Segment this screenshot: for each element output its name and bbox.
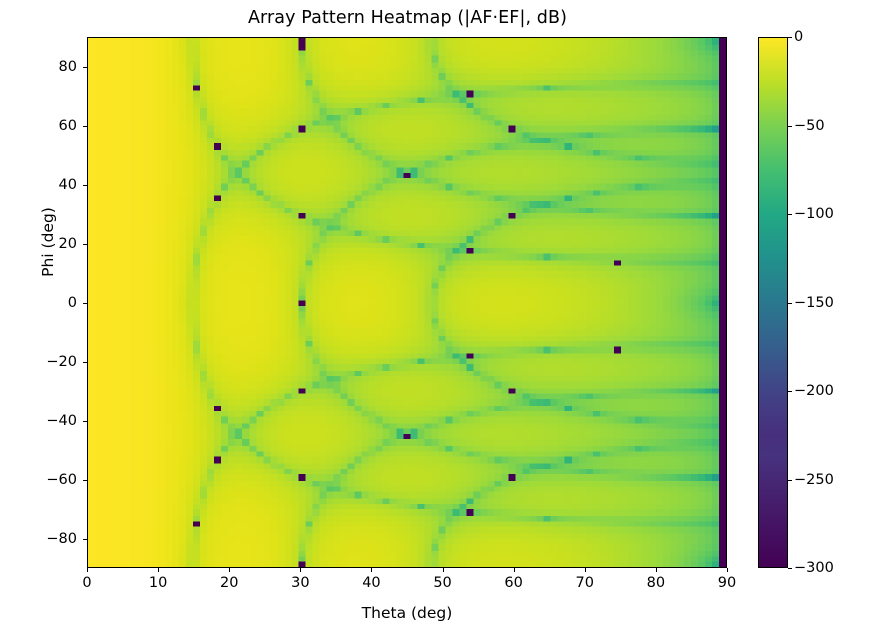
- y-tick-label: 60: [58, 117, 77, 134]
- y-tick-label: −20: [46, 353, 77, 370]
- x-tick-mark: [584, 568, 586, 572]
- y-tick-mark: [83, 125, 87, 127]
- x-tick-label: 60: [504, 575, 523, 591]
- colorbar-tick-label: −200: [794, 383, 834, 399]
- x-tick-mark: [655, 568, 657, 572]
- colorbar-tick-label: −250: [794, 471, 834, 488]
- x-tick-mark: [513, 568, 515, 572]
- x-tick-mark: [158, 568, 160, 572]
- y-tick-mark: [83, 479, 87, 481]
- y-tick-mark: [83, 538, 87, 540]
- colorbar-gradient[interactable]: [758, 37, 788, 568]
- x-tick-mark: [300, 568, 302, 572]
- x-tick-mark: [371, 568, 373, 572]
- y-tick-mark: [83, 66, 87, 68]
- y-tick-mark: [83, 243, 87, 245]
- x-tick-label: 20: [219, 575, 239, 591]
- x-tick-label: 70: [575, 575, 594, 591]
- x-tick-label: 40: [362, 575, 381, 591]
- x-tick-label: 30: [291, 575, 310, 591]
- y-tick-label: −60: [46, 471, 77, 488]
- colorbar-tick-label: 0: [794, 29, 804, 45]
- x-tick-label: 90: [717, 575, 737, 591]
- colorbar-tick-label: −50: [794, 117, 825, 134]
- y-tick-mark: [83, 420, 87, 422]
- y-tick-label: −80: [46, 530, 77, 547]
- heatmap-image: [88, 38, 726, 567]
- x-tick-label: 50: [433, 575, 452, 591]
- x-tick-mark: [442, 568, 444, 572]
- colorbar-tick-label: −300: [794, 560, 834, 576]
- y-axis-title: Phi (deg): [39, 207, 57, 277]
- colorbar-tick-mark: [788, 568, 792, 569]
- colorbar-tick-mark: [788, 37, 792, 38]
- y-tick-label: −40: [46, 412, 77, 429]
- heatmap-plot-area[interactable]: [87, 37, 727, 568]
- colorbar-tick-label: −150: [794, 294, 834, 311]
- x-tick-label: 80: [646, 575, 666, 591]
- x-tick-mark: [727, 568, 728, 572]
- x-axis-title: Theta (deg): [361, 604, 453, 622]
- colorbar-tick-mark: [788, 214, 792, 215]
- y-tick-label: 40: [58, 176, 77, 193]
- colorbar-tick-mark: [788, 479, 792, 481]
- colorbar-tick-mark: [788, 302, 792, 304]
- colorbar-tick-mark: [788, 125, 792, 127]
- colorbar-tick-label: −100: [794, 206, 834, 222]
- x-tick-label: 10: [148, 575, 168, 591]
- x-tick-mark: [87, 568, 88, 572]
- x-tick-label: 0: [82, 575, 92, 591]
- chart-title: Array Pattern Heatmap (|AF·EF|, dB): [247, 8, 568, 28]
- y-tick-mark: [83, 361, 87, 363]
- y-tick-label: 80: [58, 58, 77, 75]
- y-tick-mark: [83, 184, 87, 186]
- colorbar-tick-mark: [788, 391, 792, 392]
- y-tick-label: 20: [58, 235, 77, 252]
- y-tick-label: 0: [67, 294, 77, 311]
- x-tick-mark: [229, 568, 231, 572]
- y-tick-mark: [83, 302, 87, 304]
